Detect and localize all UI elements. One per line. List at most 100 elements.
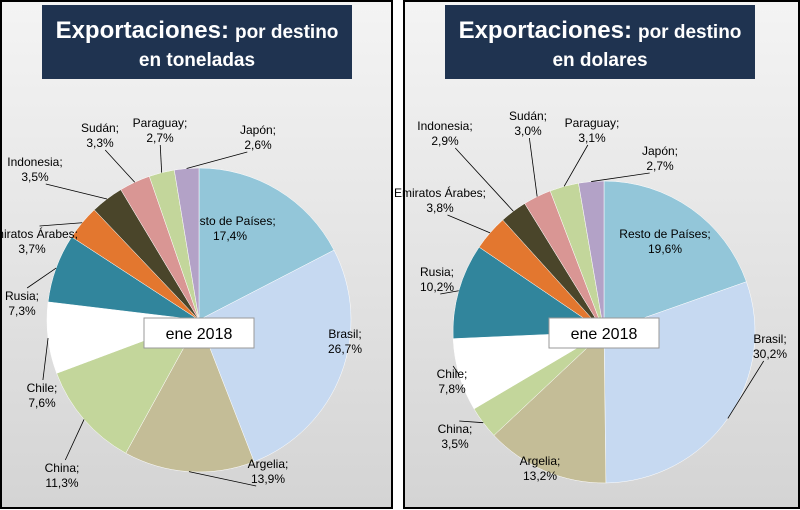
annotation-box bbox=[548, 317, 660, 349]
label-separator: ; bbox=[557, 454, 560, 468]
subtitle-part: por destino bbox=[235, 22, 338, 43]
label-separator: ; bbox=[469, 422, 472, 436]
label-separator: ; bbox=[36, 289, 39, 303]
category-label: Chile bbox=[437, 367, 465, 381]
label-separator: ; bbox=[285, 457, 288, 471]
leader-line bbox=[64, 419, 85, 461]
label-separator: ; bbox=[464, 367, 467, 381]
data-label: Paraguay; 2,7% bbox=[133, 116, 188, 145]
value-label: 11,3% bbox=[45, 476, 78, 490]
leader-line bbox=[727, 360, 765, 419]
category-label: Paraguay bbox=[565, 116, 616, 130]
value-label: 7,8% bbox=[438, 382, 466, 396]
value-label: 3,8% bbox=[426, 201, 454, 215]
category-label: Argelia bbox=[248, 457, 286, 471]
label-separator: ; bbox=[783, 332, 786, 346]
pie-slice bbox=[56, 319, 200, 454]
data-label: Japón; 2,6% bbox=[240, 123, 276, 152]
category-label: Emiratos Árabes bbox=[0, 226, 75, 241]
chart-panel: Exportaciones: por destino en dolares Resto… bbox=[394, 0, 800, 509]
chart-panel: Exportaciones: por destino en toneladas Res… bbox=[0, 0, 393, 509]
label-separator: ; bbox=[59, 155, 62, 169]
data-label: Brasil; 30,2% bbox=[753, 332, 787, 361]
category-label: Sudán bbox=[509, 109, 544, 123]
data-label: Japón; 2,7% bbox=[642, 144, 678, 173]
data-label: Indonesia; 2,9% bbox=[417, 119, 472, 148]
category-label: Brasil bbox=[328, 327, 358, 341]
label-separator: ; bbox=[616, 116, 619, 130]
data-label: Emiratos Árabes; 3,7% bbox=[0, 226, 78, 256]
category-label: Japón bbox=[642, 144, 675, 158]
value-label: 10,2% bbox=[420, 280, 454, 294]
leader-line bbox=[45, 183, 108, 200]
category-label: Emiratos Árabes bbox=[394, 185, 483, 200]
pie-slice bbox=[493, 331, 607, 484]
value-label: 7,6% bbox=[28, 396, 56, 410]
label-separator: ; bbox=[358, 327, 361, 341]
subtitle-part: por destino bbox=[638, 22, 741, 43]
data-label: Rusia; 7,3% bbox=[5, 289, 39, 318]
data-label: Resto de Países; 17,4% bbox=[184, 214, 275, 243]
data-label: Indonesia; 3,5% bbox=[7, 155, 62, 184]
pie-slice bbox=[125, 319, 255, 473]
leader-line bbox=[188, 471, 257, 487]
annotation: ene 2018 bbox=[166, 326, 233, 343]
value-label: 17,4% bbox=[213, 229, 247, 243]
subtitle-part: en toneladas bbox=[139, 50, 255, 71]
label-separator: ; bbox=[544, 109, 547, 123]
title-box bbox=[42, 5, 352, 79]
chart-title: Exportaciones: por destino en dolares bbox=[459, 17, 742, 71]
data-label: Brasil; 26,7% bbox=[328, 327, 362, 356]
data-label: Paraguay; 3,1% bbox=[565, 116, 620, 145]
label-separator: ; bbox=[184, 116, 187, 130]
value-label: 3,7% bbox=[18, 242, 46, 256]
category-label: Japón bbox=[240, 123, 273, 137]
category-label: Rusia bbox=[5, 289, 36, 303]
value-label: 13,2% bbox=[523, 469, 557, 483]
label-separator: ; bbox=[469, 119, 472, 133]
label-separator: ; bbox=[707, 227, 710, 241]
value-label: 3,5% bbox=[21, 170, 49, 184]
category-label: Indonesia bbox=[417, 119, 469, 133]
label-separator: ; bbox=[116, 121, 119, 135]
category-label: Rusia bbox=[420, 265, 451, 279]
category-label: Sudán bbox=[81, 121, 116, 135]
value-label: 30,2% bbox=[753, 347, 787, 361]
pie-slice bbox=[578, 180, 605, 333]
label-separator: ; bbox=[675, 144, 678, 158]
data-label: Chile; 7,8% bbox=[437, 367, 468, 396]
value-label: 2,6% bbox=[244, 138, 272, 152]
label-separator: ; bbox=[272, 214, 275, 228]
data-label: China; 11,3% bbox=[45, 461, 80, 490]
value-label: 2,9% bbox=[431, 134, 459, 148]
data-label: Emiratos Árabes; 3,8% bbox=[394, 185, 486, 215]
title-main: Exportaciones: bbox=[459, 17, 632, 44]
subtitle-part: en dolares bbox=[552, 50, 647, 71]
pie-slice bbox=[198, 249, 352, 462]
pie-slice bbox=[173, 167, 200, 321]
leader-line bbox=[528, 137, 538, 197]
leader-line bbox=[447, 214, 491, 234]
category-label: Resto de Países bbox=[619, 227, 707, 241]
category-label: Paraguay bbox=[133, 116, 184, 130]
category-label: Brasil bbox=[753, 332, 783, 346]
leader-line bbox=[440, 290, 459, 295]
label-separator: ; bbox=[451, 265, 454, 279]
label-separator: ; bbox=[273, 123, 276, 137]
leader-line bbox=[39, 222, 83, 227]
value-label: 19,6% bbox=[648, 242, 682, 256]
data-label: Argelia; 13,2% bbox=[520, 454, 561, 483]
data-label: Argelia; 13,9% bbox=[248, 457, 289, 486]
data-label: Sudán; 3,0% bbox=[509, 109, 547, 138]
data-label: Rusia; 10,2% bbox=[420, 265, 454, 294]
label-separator: ; bbox=[75, 227, 78, 241]
leader-line bbox=[42, 338, 49, 381]
annotation: ene 2018 bbox=[571, 326, 638, 343]
subtitle: por destino en toneladas bbox=[139, 22, 339, 71]
leader-line bbox=[186, 151, 248, 169]
leader-line bbox=[459, 420, 484, 424]
leader-line bbox=[591, 172, 650, 182]
data-label: China; 3,5% bbox=[438, 422, 473, 451]
value-label: 3,5% bbox=[441, 437, 469, 451]
